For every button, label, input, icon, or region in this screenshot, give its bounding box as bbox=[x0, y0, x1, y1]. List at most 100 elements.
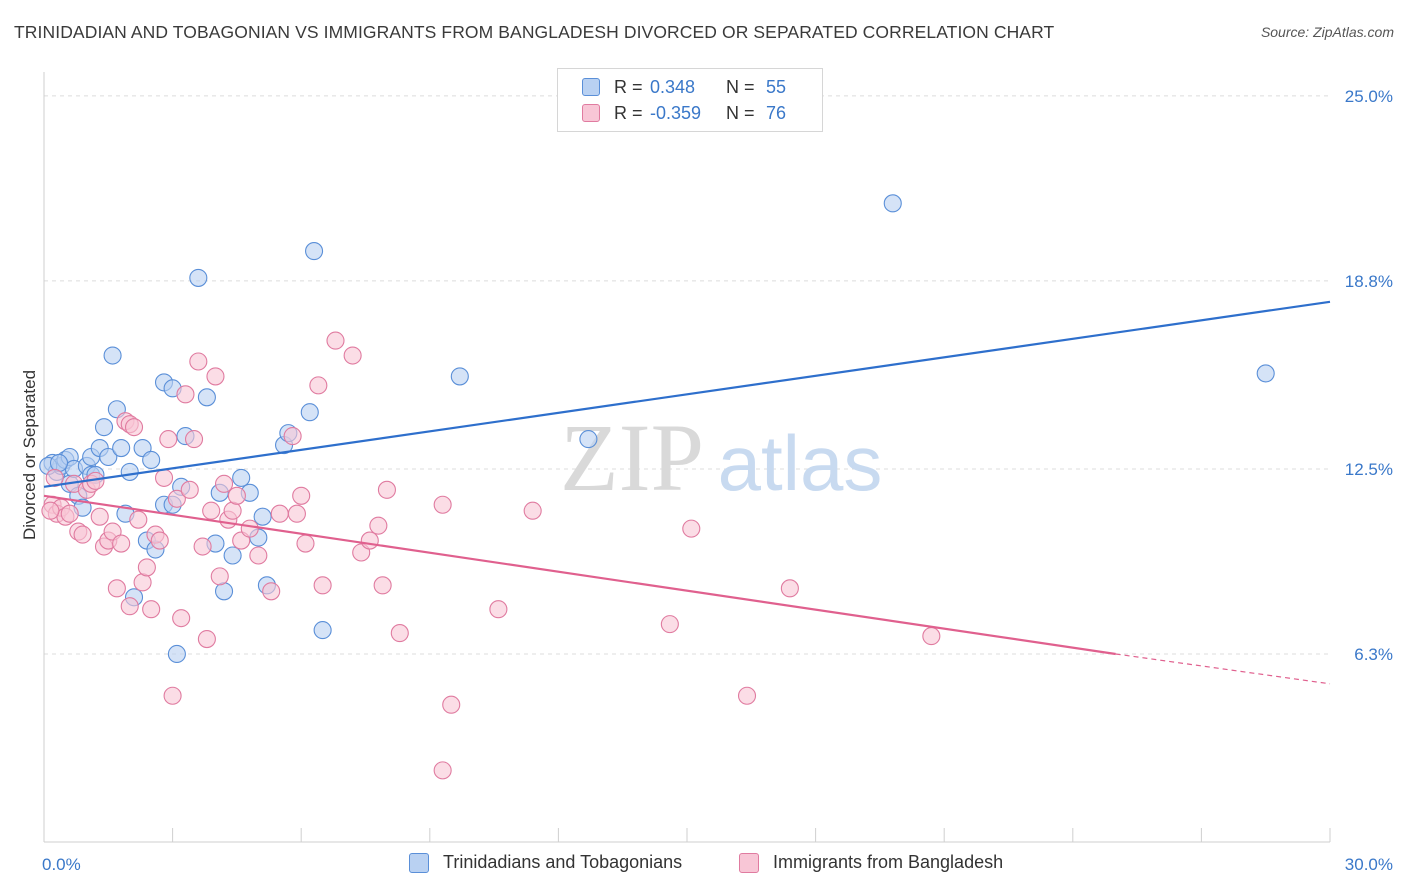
point-trinidadian bbox=[1256, 364, 1275, 383]
legend-item-trinidadian[interactable]: Trinidadians and Tobagonians bbox=[409, 852, 682, 873]
point-bangladesh bbox=[377, 480, 396, 499]
trendline-bangladesh bbox=[43, 494, 1116, 656]
point-bangladesh bbox=[206, 367, 225, 386]
point-trinidadian bbox=[232, 468, 251, 487]
legend-r-value: 0.348 bbox=[650, 76, 696, 97]
legend-n-label: N = bbox=[726, 102, 755, 123]
legend-r-label: R = bbox=[614, 102, 643, 123]
point-trinidadian bbox=[450, 367, 469, 386]
y-axis-label: Divorced or Separated bbox=[20, 370, 39, 540]
point-bangladesh bbox=[262, 582, 281, 601]
point-bangladesh bbox=[159, 430, 178, 449]
point-bangladesh bbox=[292, 486, 311, 505]
point-bangladesh bbox=[137, 558, 156, 577]
legend-swatch-pink bbox=[582, 104, 600, 122]
point-bangladesh bbox=[214, 474, 234, 493]
point-bangladesh bbox=[210, 567, 229, 586]
y-tick-label: 25.0% bbox=[1345, 87, 1393, 106]
axes bbox=[43, 72, 1331, 843]
point-trinidadian bbox=[49, 453, 69, 473]
legend-label: Trinidadians and Tobagonians bbox=[443, 852, 683, 872]
point-trinidadian bbox=[142, 450, 161, 470]
point-bangladesh bbox=[249, 546, 268, 565]
point-bangladesh bbox=[163, 686, 182, 705]
point-bangladesh bbox=[142, 600, 161, 619]
point-bangladesh bbox=[283, 427, 302, 446]
point-trinidadian bbox=[223, 546, 242, 565]
legend-item-bangladesh[interactable]: Immigrants from Bangladesh bbox=[739, 852, 1003, 873]
point-bangladesh bbox=[433, 495, 452, 514]
point-bangladesh bbox=[660, 615, 679, 634]
watermark-zip: ZIP bbox=[560, 404, 704, 511]
data-points bbox=[39, 194, 1275, 780]
point-trinidadian bbox=[253, 507, 272, 526]
watermark-atlas: atlas bbox=[718, 419, 883, 507]
point-bangladesh bbox=[442, 695, 461, 714]
point-bangladesh bbox=[184, 430, 204, 449]
legend-row-bangladesh: R = -0.359 N = 76 bbox=[582, 102, 786, 124]
point-bangladesh bbox=[197, 630, 216, 649]
point-trinidadian bbox=[883, 194, 902, 213]
point-trinidadian bbox=[120, 462, 139, 481]
point-bangladesh bbox=[129, 510, 148, 529]
legend-r-value: -0.359 bbox=[650, 102, 702, 123]
point-bangladesh bbox=[240, 519, 259, 538]
tick-labels: 6.3% 12.5% 18.8% 25.0% 0.0% 30.0% bbox=[42, 87, 1393, 874]
point-bangladesh bbox=[343, 346, 362, 365]
point-bangladesh bbox=[124, 418, 144, 437]
legend-swatch-pink bbox=[739, 852, 759, 873]
point-bangladesh bbox=[737, 686, 757, 705]
point-bangladesh bbox=[202, 501, 221, 520]
point-bangladesh bbox=[489, 600, 508, 619]
point-bangladesh bbox=[360, 531, 379, 550]
y-tick-label: 18.8% bbox=[1345, 272, 1393, 291]
point-bangladesh bbox=[180, 480, 199, 499]
point-bangladesh bbox=[41, 501, 60, 520]
point-trinidadian bbox=[300, 403, 319, 422]
legend-swatch-blue bbox=[409, 852, 429, 873]
legend-n-value: 55 bbox=[766, 76, 787, 97]
point-bangladesh bbox=[313, 576, 332, 595]
point-trinidadian bbox=[197, 388, 216, 407]
point-bangladesh bbox=[922, 627, 941, 646]
point-bangladesh bbox=[120, 597, 139, 616]
series-legend: Trinidadians and Tobagonians Immigrants … bbox=[0, 852, 1406, 878]
point-bangladesh bbox=[682, 519, 701, 538]
y-tick-label: 12.5% bbox=[1345, 460, 1393, 479]
point-bangladesh bbox=[90, 507, 109, 526]
point-trinidadian bbox=[313, 621, 332, 640]
x-tick-label: 0.0% bbox=[42, 855, 81, 874]
point-bangladesh bbox=[287, 504, 306, 523]
point-bangladesh bbox=[433, 761, 452, 780]
point-trinidadian bbox=[214, 582, 234, 601]
point-trinidadian bbox=[189, 268, 208, 287]
point-bangladesh bbox=[133, 573, 152, 592]
point-trinidadian bbox=[99, 447, 118, 467]
point-bangladesh bbox=[189, 352, 208, 371]
point-bangladesh bbox=[154, 468, 174, 487]
point-bangladesh bbox=[227, 486, 246, 505]
point-bangladesh bbox=[167, 489, 186, 508]
point-bangladesh bbox=[193, 537, 212, 556]
trendlines bbox=[43, 300, 1331, 685]
legend-row-trinidadian: R = 0.348 N = 55 bbox=[582, 76, 786, 98]
gridlines bbox=[44, 95, 1330, 655]
point-bangladesh bbox=[390, 624, 409, 643]
point-bangladesh bbox=[107, 579, 126, 598]
point-bangladesh bbox=[172, 609, 191, 628]
trendline-trinidadian bbox=[43, 300, 1331, 488]
trendline-extension bbox=[1115, 653, 1331, 685]
correlation-legend: R = 0.348 N = 55 R = -0.359 N = 76 bbox=[557, 68, 823, 132]
watermark: ZIP atlas bbox=[560, 404, 882, 511]
legend-label: Immigrants from Bangladesh bbox=[773, 852, 1004, 872]
legend-n-value: 76 bbox=[766, 102, 787, 123]
point-bangladesh bbox=[176, 385, 195, 404]
point-bangladesh bbox=[369, 516, 388, 535]
point-bangladesh bbox=[270, 504, 289, 523]
source-credit: Source: ZipAtlas.com bbox=[1260, 24, 1394, 40]
point-bangladesh bbox=[373, 576, 392, 595]
point-bangladesh bbox=[296, 534, 315, 553]
point-trinidadian bbox=[167, 644, 186, 664]
legend-r-label: R = bbox=[614, 76, 643, 97]
